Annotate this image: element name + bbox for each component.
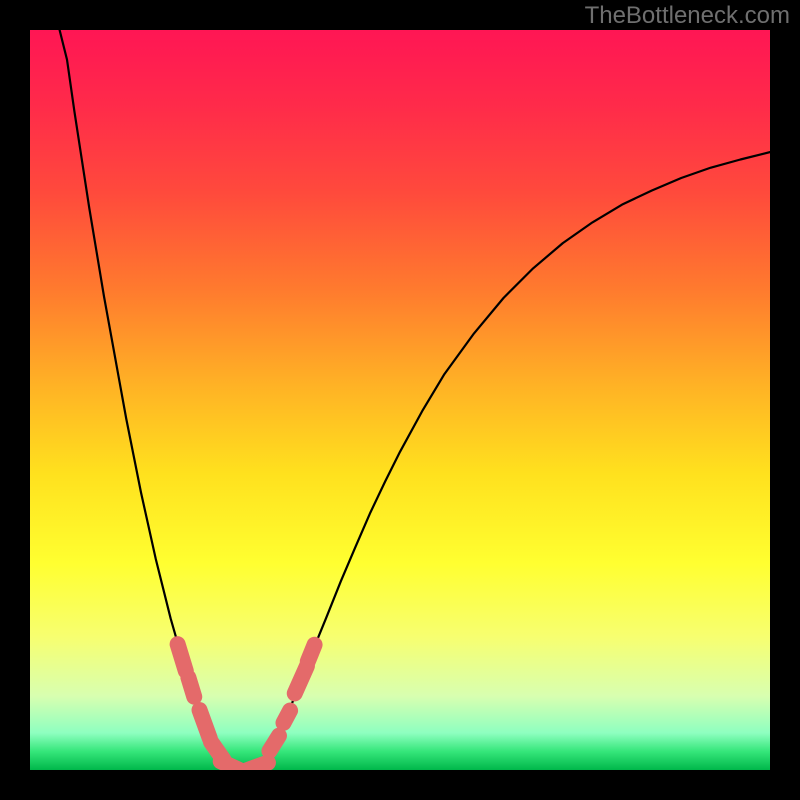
- curve-marker: [178, 644, 186, 671]
- curve-marker: [269, 736, 279, 751]
- curve-marker: [188, 678, 194, 697]
- bottleneck-curve-chart: [0, 0, 800, 800]
- curve-marker: [283, 711, 290, 723]
- watermark-text: TheBottleneck.com: [585, 2, 790, 30]
- chart-container: TheBottleneck.com: [0, 0, 800, 800]
- gradient-plot-background: [30, 30, 770, 770]
- curve-marker: [200, 710, 210, 738]
- curve-marker: [308, 645, 315, 662]
- curve-marker: [295, 666, 307, 693]
